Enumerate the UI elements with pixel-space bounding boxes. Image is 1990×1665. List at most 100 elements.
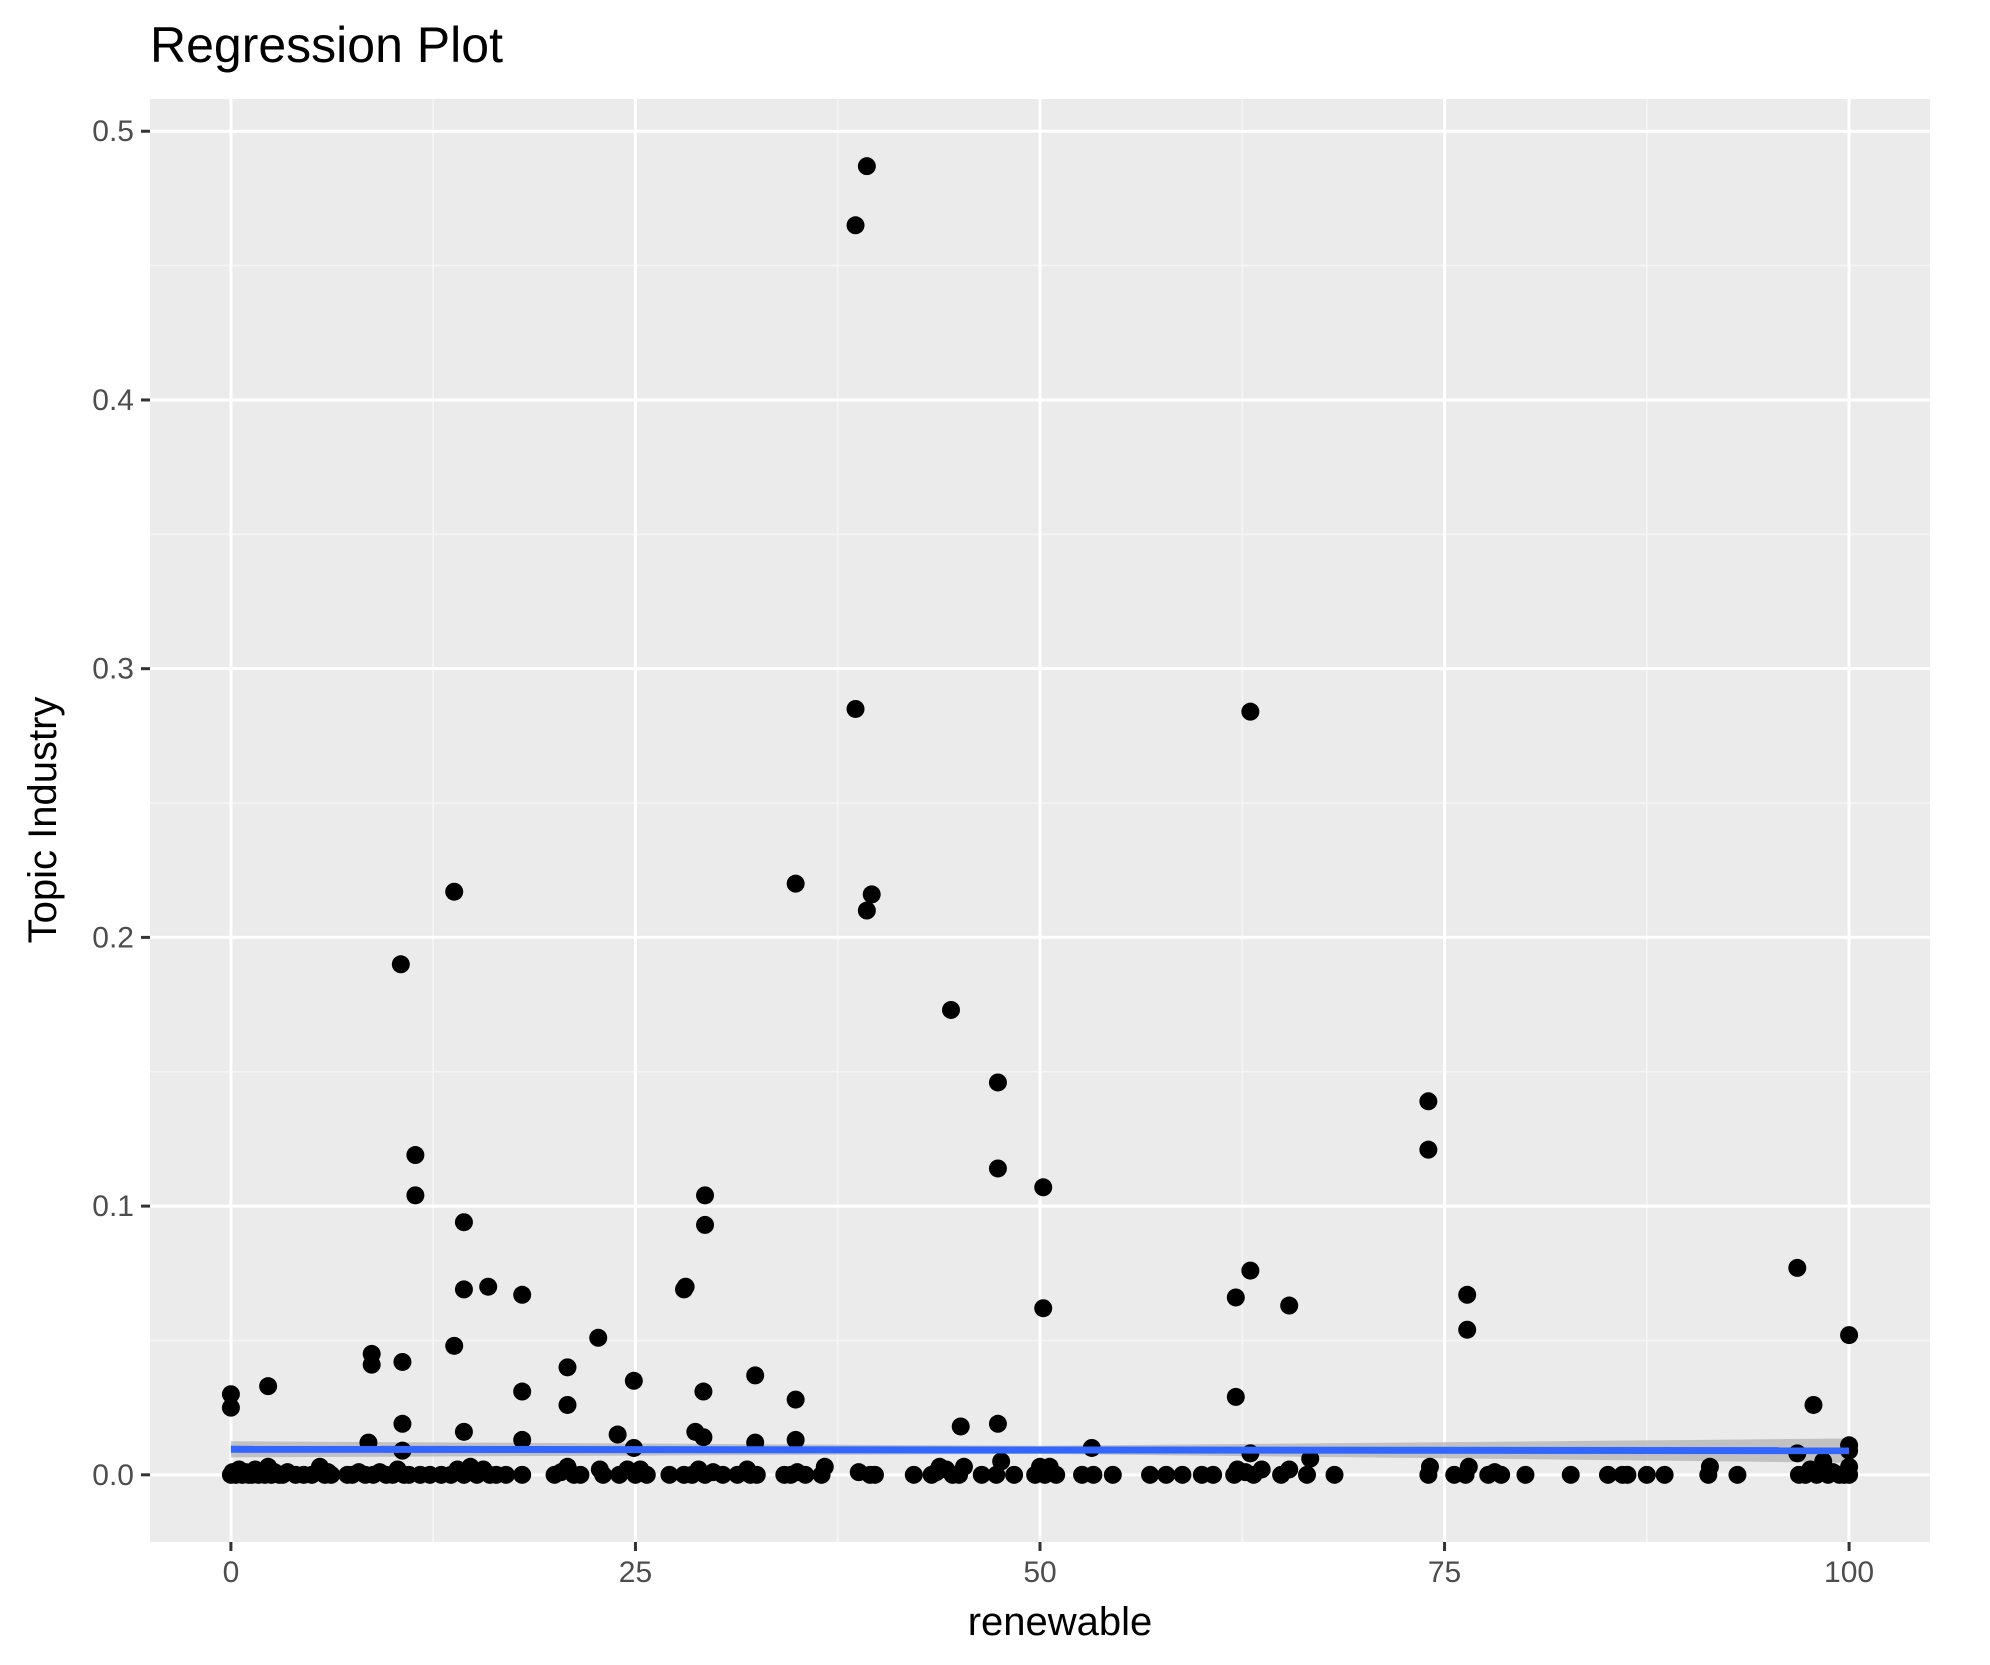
data-point bbox=[1700, 1457, 1719, 1476]
data-point bbox=[676, 1277, 695, 1296]
data-point bbox=[608, 1425, 627, 1444]
data-point bbox=[846, 216, 865, 235]
data-point bbox=[786, 1390, 805, 1409]
data-point bbox=[1226, 1387, 1245, 1406]
y-tick-label: 0.1 bbox=[92, 1190, 134, 1223]
data-point bbox=[1459, 1457, 1478, 1476]
data-points bbox=[221, 157, 1859, 1484]
x-tick-label: 0 bbox=[223, 1556, 240, 1589]
data-point bbox=[1005, 1465, 1024, 1484]
data-point bbox=[362, 1355, 381, 1374]
data-point bbox=[513, 1430, 532, 1449]
data-point bbox=[1618, 1465, 1637, 1484]
data-point bbox=[1561, 1465, 1580, 1484]
data-point bbox=[660, 1465, 679, 1484]
data-point bbox=[391, 955, 410, 974]
data-point bbox=[1420, 1457, 1439, 1476]
data-point bbox=[1516, 1465, 1535, 1484]
data-point bbox=[393, 1352, 412, 1371]
y-tick-label: 0.0 bbox=[92, 1459, 134, 1492]
data-point bbox=[406, 1146, 425, 1165]
data-point bbox=[1034, 1178, 1053, 1197]
data-point bbox=[1241, 702, 1260, 721]
data-point bbox=[1103, 1465, 1122, 1484]
data-point bbox=[594, 1465, 613, 1484]
data-point bbox=[1047, 1465, 1066, 1484]
data-point bbox=[322, 1465, 341, 1484]
data-point bbox=[954, 1457, 973, 1476]
x-axis-title: renewable bbox=[968, 1600, 1153, 1644]
regression-line-layer bbox=[230, 1445, 1850, 1455]
data-point bbox=[1141, 1465, 1160, 1484]
data-point bbox=[1325, 1465, 1344, 1484]
x-tick-label: 100 bbox=[1824, 1556, 1874, 1589]
data-point bbox=[1084, 1465, 1103, 1484]
data-point bbox=[221, 1385, 240, 1404]
data-point bbox=[713, 1465, 732, 1484]
data-point bbox=[972, 1465, 991, 1484]
data-point bbox=[513, 1465, 532, 1484]
data-point bbox=[571, 1465, 590, 1484]
data-point bbox=[1173, 1465, 1192, 1484]
y-axis: 0.0 0.1 0.2 0.3 0.4 0.5 bbox=[92, 115, 150, 1492]
data-point bbox=[589, 1328, 608, 1347]
data-point bbox=[747, 1465, 766, 1484]
data-point bbox=[558, 1395, 577, 1414]
data-point bbox=[1458, 1285, 1477, 1304]
data-point bbox=[942, 1000, 960, 1019]
y-tick-label: 0.3 bbox=[92, 653, 134, 686]
data-point bbox=[694, 1428, 713, 1447]
data-point bbox=[1301, 1449, 1320, 1468]
data-point bbox=[904, 1465, 923, 1484]
data-point bbox=[1226, 1288, 1245, 1307]
data-point bbox=[857, 157, 876, 176]
data-point bbox=[988, 1073, 1007, 1092]
data-point bbox=[445, 1336, 464, 1355]
data-point bbox=[259, 1377, 278, 1396]
data-point bbox=[1280, 1296, 1299, 1315]
data-point bbox=[1241, 1261, 1260, 1280]
data-point bbox=[1458, 1320, 1477, 1339]
data-point bbox=[1252, 1460, 1271, 1479]
data-point bbox=[746, 1366, 765, 1385]
data-point bbox=[454, 1422, 473, 1441]
data-point bbox=[846, 699, 865, 718]
data-point bbox=[1840, 1326, 1859, 1345]
y-tick-label: 0.5 bbox=[92, 115, 134, 148]
x-tick-label: 75 bbox=[1428, 1556, 1461, 1589]
data-point bbox=[862, 885, 881, 904]
regression-line bbox=[230, 1445, 1850, 1455]
data-point bbox=[1298, 1465, 1316, 1484]
data-point bbox=[624, 1371, 643, 1390]
data-point bbox=[406, 1186, 425, 1205]
data-point bbox=[1598, 1465, 1617, 1484]
data-point bbox=[992, 1452, 1011, 1471]
data-point bbox=[988, 1159, 1007, 1178]
data-point bbox=[1788, 1258, 1807, 1277]
data-point bbox=[1840, 1465, 1859, 1484]
data-point bbox=[988, 1414, 1007, 1433]
y-axis-title: Topic Industry bbox=[21, 697, 65, 944]
data-point bbox=[1157, 1465, 1176, 1484]
data-point bbox=[445, 882, 464, 901]
data-point bbox=[786, 874, 805, 893]
data-point bbox=[558, 1358, 577, 1377]
data-point bbox=[513, 1382, 532, 1401]
data-point bbox=[815, 1457, 834, 1476]
data-point bbox=[1419, 1092, 1438, 1111]
data-point bbox=[951, 1417, 970, 1436]
data-point bbox=[454, 1213, 473, 1232]
data-point bbox=[479, 1277, 498, 1296]
data-point bbox=[694, 1382, 713, 1401]
y-tick-label: 0.4 bbox=[92, 384, 134, 417]
data-point bbox=[393, 1414, 412, 1433]
data-point bbox=[1804, 1395, 1823, 1414]
data-point bbox=[513, 1285, 532, 1304]
data-point bbox=[1034, 1299, 1053, 1318]
chart-title: Regression Plot bbox=[150, 17, 503, 73]
data-point bbox=[857, 901, 876, 920]
data-point bbox=[865, 1465, 884, 1484]
data-point bbox=[1637, 1465, 1656, 1484]
data-point bbox=[796, 1465, 815, 1484]
